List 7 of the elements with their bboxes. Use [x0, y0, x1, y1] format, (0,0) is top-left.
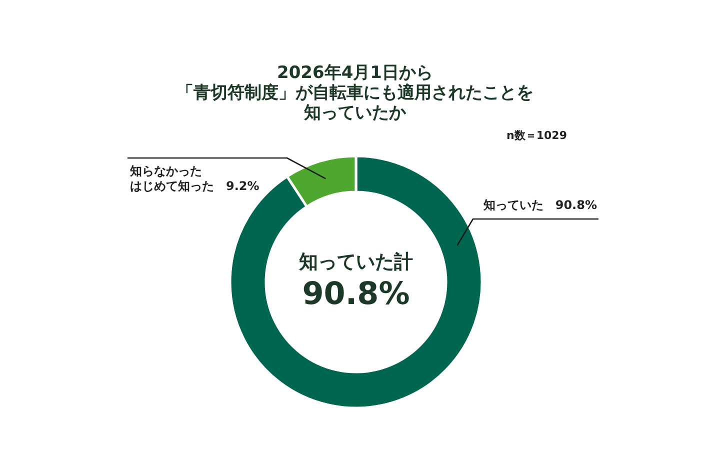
slice-label: 知らなかったはじめて知った 9.2% — [129, 164, 260, 193]
text: n数＝1029 — [506, 129, 567, 142]
donut-slice — [228, 154, 484, 410]
data-label: 90.8% — [302, 276, 410, 312]
slice-label: 知っていた 90.8% — [482, 198, 597, 212]
chart-title: 2026年4月1日から「青切符制度」が自転車にも適用されたことを知っていたか — [176, 63, 534, 123]
text: 知っていた計 — [298, 251, 413, 273]
